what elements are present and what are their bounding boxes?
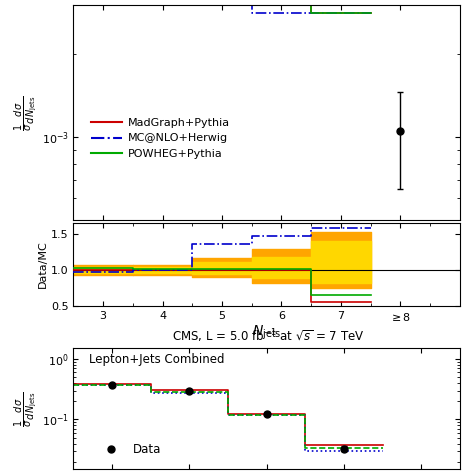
Text: Lepton+Jets Combined: Lepton+Jets Combined — [89, 353, 224, 366]
Y-axis label: $\frac{1}{\sigma}\frac{d\sigma}{dN_{\mathrm{jets}}}$: $\frac{1}{\sigma}\frac{d\sigma}{dN_{\mat… — [12, 391, 39, 427]
Y-axis label: $\frac{1}{\sigma}\frac{d\sigma}{dN_{\mathrm{jets}}}$: $\frac{1}{\sigma}\frac{d\sigma}{dN_{\mat… — [12, 95, 39, 130]
Legend: MadGraph+Pythia, MC@NLO+Herwig, POWHEG+Pythia: MadGraph+Pythia, MC@NLO+Herwig, POWHEG+P… — [87, 113, 235, 164]
Legend: Data: Data — [95, 438, 166, 461]
Text: CMS, L = 5.0 fb$^{-1}$ at $\sqrt{s}$ = 7 TeV: CMS, L = 5.0 fb$^{-1}$ at $\sqrt{s}$ = 7… — [172, 328, 364, 346]
X-axis label: $N_{\mathrm{jets}}$: $N_{\mathrm{jets}}$ — [252, 324, 282, 342]
Y-axis label: Data/MC: Data/MC — [38, 240, 48, 288]
